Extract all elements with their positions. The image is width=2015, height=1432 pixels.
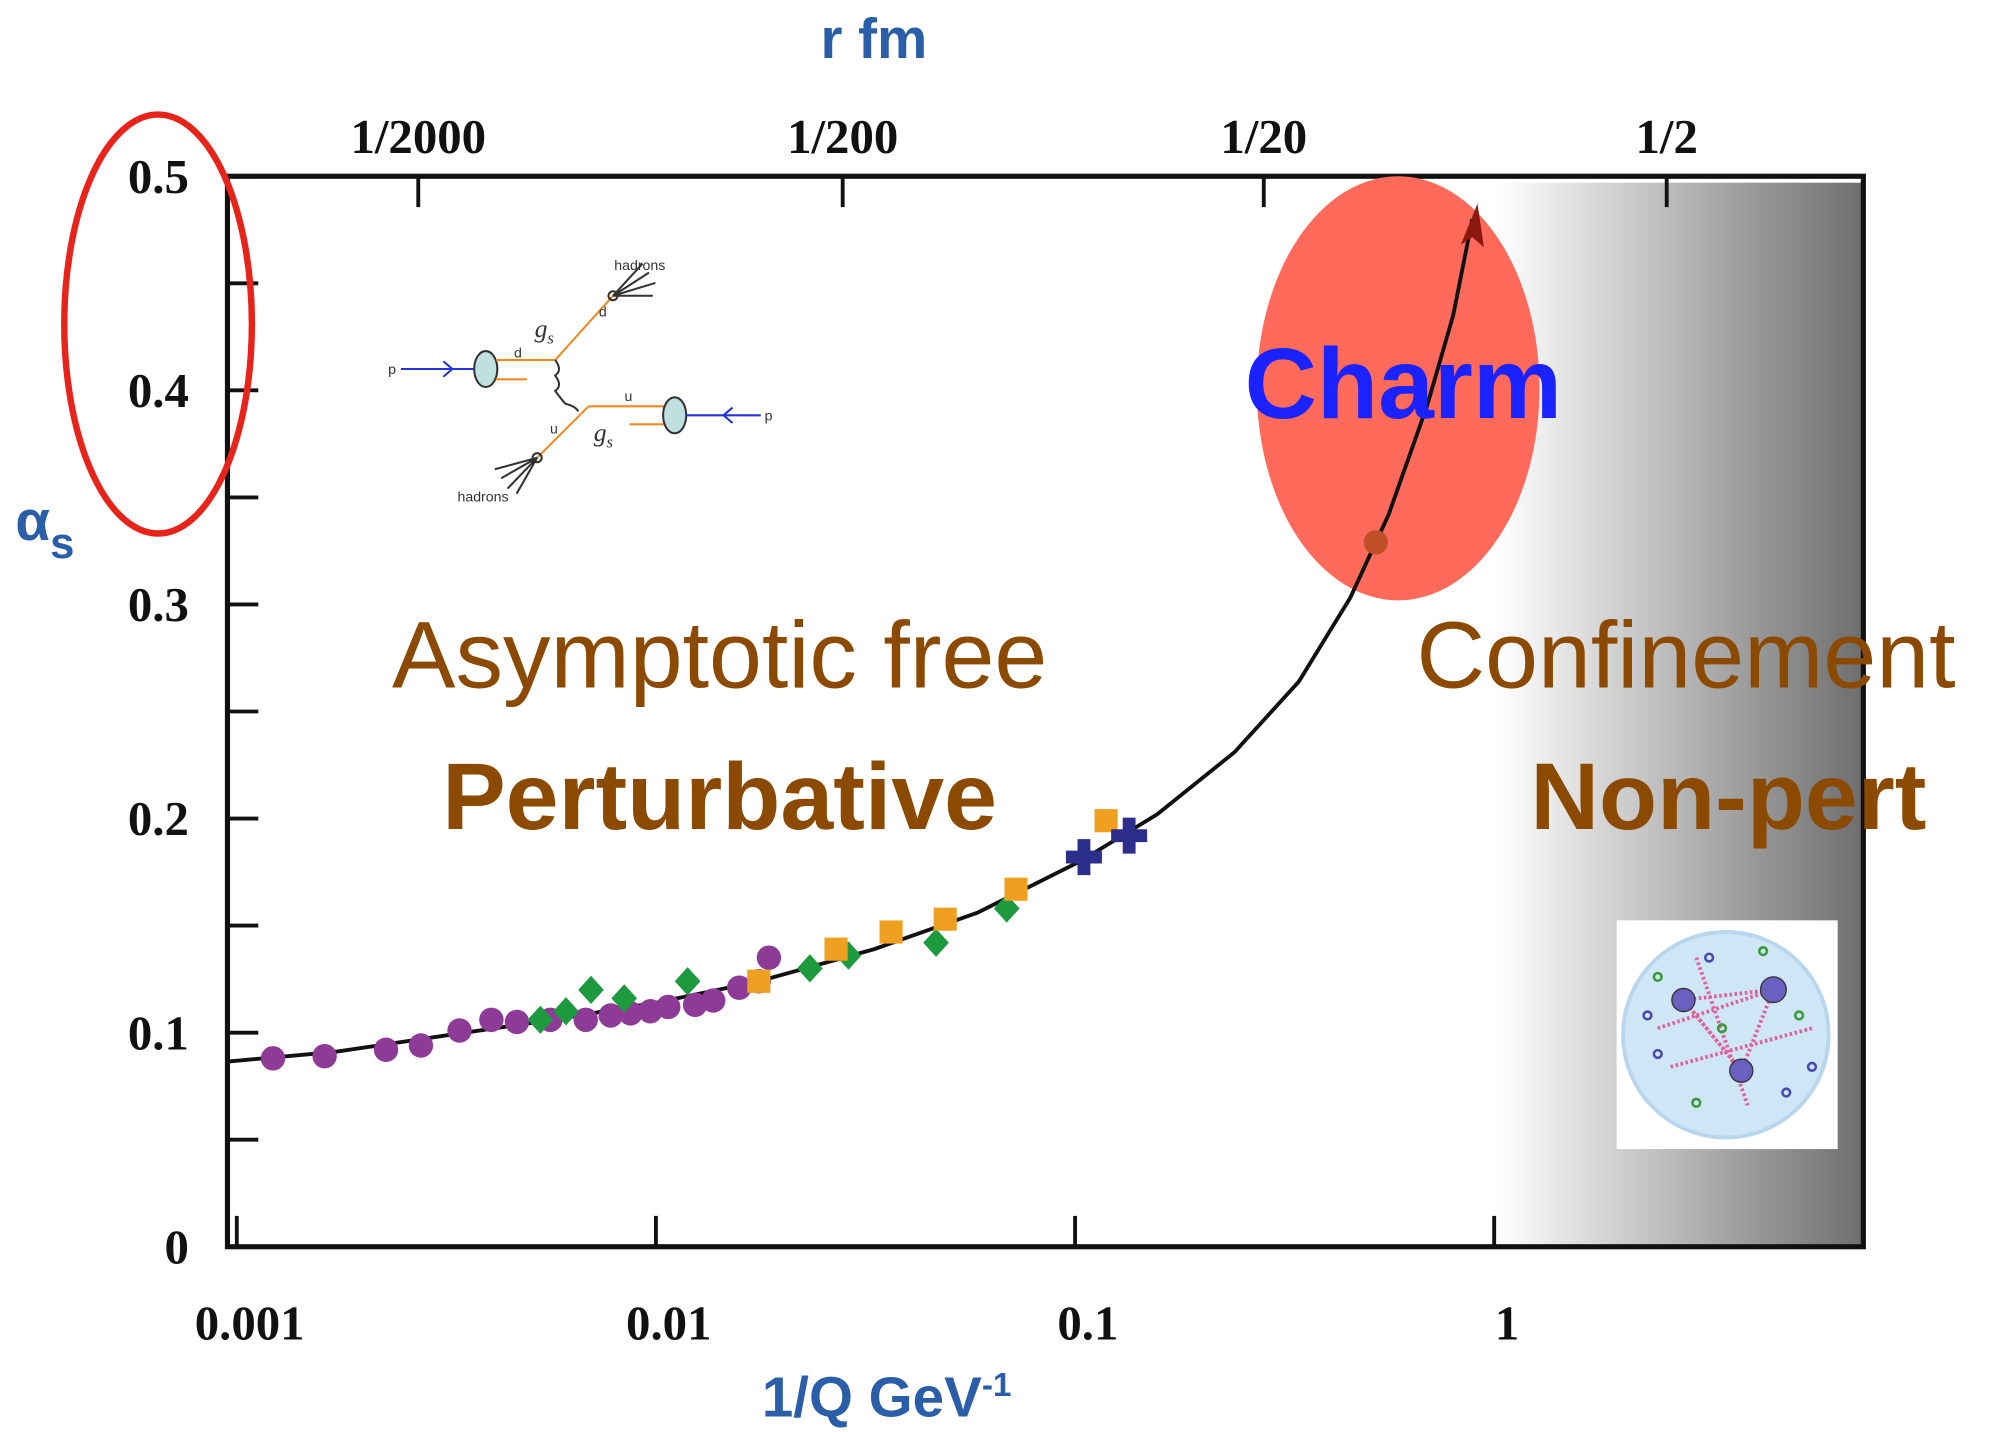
- y-tick-label: 0.4: [128, 363, 189, 418]
- data-point: [447, 1018, 472, 1043]
- data-point: [1111, 817, 1148, 854]
- feynman-diagram: [400, 262, 761, 495]
- data-point: [408, 1033, 434, 1058]
- data-point: [1363, 530, 1389, 555]
- data-point: [611, 984, 638, 1013]
- highlight-ellipse: [61, 111, 256, 537]
- data-point: [879, 920, 903, 944]
- data-point: [747, 969, 771, 993]
- feynman-label: d: [599, 303, 607, 319]
- data-point: [656, 994, 681, 1020]
- annotation: Perturbative: [442, 744, 997, 850]
- x2-tick-label: 1/2: [1636, 109, 1698, 164]
- x-tick-label: 0.01: [626, 1295, 711, 1350]
- data-point: [504, 1009, 530, 1035]
- plot-area: 0 0.1 0.2 0.3 0.4 0.5 0.001 0.01 0.1 1 1/2000 1/200…: [128, 109, 1866, 1350]
- data-point: [674, 967, 701, 996]
- data-point: [797, 954, 823, 983]
- feynman-coupling: gs: [535, 314, 554, 347]
- y-tick-label: 0.2: [128, 791, 189, 846]
- feynman-label: hadrons: [457, 488, 508, 504]
- data-point: [573, 1007, 598, 1033]
- feynman-label: s: [607, 432, 614, 451]
- feynman-label: hadrons: [614, 257, 665, 273]
- data-point: [824, 937, 848, 961]
- data-point: [479, 1007, 504, 1033]
- x-tick-label: 1: [1495, 1295, 1519, 1350]
- y-tick-label: 0.1: [128, 1005, 189, 1060]
- annotation: Confinement: [1416, 603, 1955, 709]
- curve-arrowhead: [1460, 203, 1484, 248]
- feynman-label: g: [535, 314, 548, 343]
- x-axis-label-sup: -1: [982, 1367, 1012, 1404]
- x2-tick-label: 1/200: [787, 109, 898, 164]
- y-axis-label: αs: [15, 489, 74, 568]
- y-axis-label-sub: s: [50, 519, 74, 568]
- y-tick-label: 0: [164, 1219, 188, 1274]
- annotation: Asymptotic free: [392, 603, 1047, 709]
- data-point: [578, 975, 604, 1004]
- x-tick-label: 0.1: [1057, 1295, 1118, 1350]
- y-tick-label: 0.3: [128, 577, 189, 632]
- annotation: Non-pert: [1530, 744, 1926, 850]
- data-point: [923, 928, 949, 957]
- x2-tick-label: 1/20: [1220, 109, 1307, 164]
- x-axis-label: 1/Q GeV-1: [762, 1365, 1012, 1428]
- data-point: [933, 907, 957, 931]
- data-point: [1094, 809, 1118, 833]
- data-point: [260, 1046, 286, 1071]
- y-tick-label: 0.5: [128, 149, 189, 204]
- data-point: [726, 975, 752, 1000]
- feynman-label: u: [550, 420, 558, 436]
- data-point: [1004, 877, 1028, 901]
- x2-axis-label: r fm: [820, 7, 927, 70]
- feynman-label: p: [388, 361, 396, 377]
- data-point: [1065, 839, 1102, 876]
- feynman-label: u: [625, 388, 633, 404]
- feynman-label: d: [514, 344, 522, 360]
- x-axis-label-text: 1/Q GeV: [762, 1365, 982, 1428]
- charm-region: [1256, 176, 1540, 601]
- data-point: [553, 997, 579, 1026]
- proton-picture: [1616, 920, 1838, 1150]
- data-point: [312, 1043, 337, 1069]
- data-point: [756, 945, 782, 970]
- feynman-coupling: gs: [594, 418, 613, 451]
- data-point: [373, 1037, 399, 1062]
- data-point: [598, 1003, 623, 1028]
- feynman-label: p: [765, 407, 773, 423]
- feynman-label: s: [547, 328, 554, 347]
- x2-tick-label: 1/2000: [350, 109, 486, 164]
- x-tick-label: 0.001: [195, 1295, 305, 1350]
- data-point: [701, 988, 726, 1013]
- y-axis-label-text: α: [15, 489, 50, 552]
- feynman-label: g: [594, 418, 607, 447]
- annotation: Charm: [1245, 328, 1562, 440]
